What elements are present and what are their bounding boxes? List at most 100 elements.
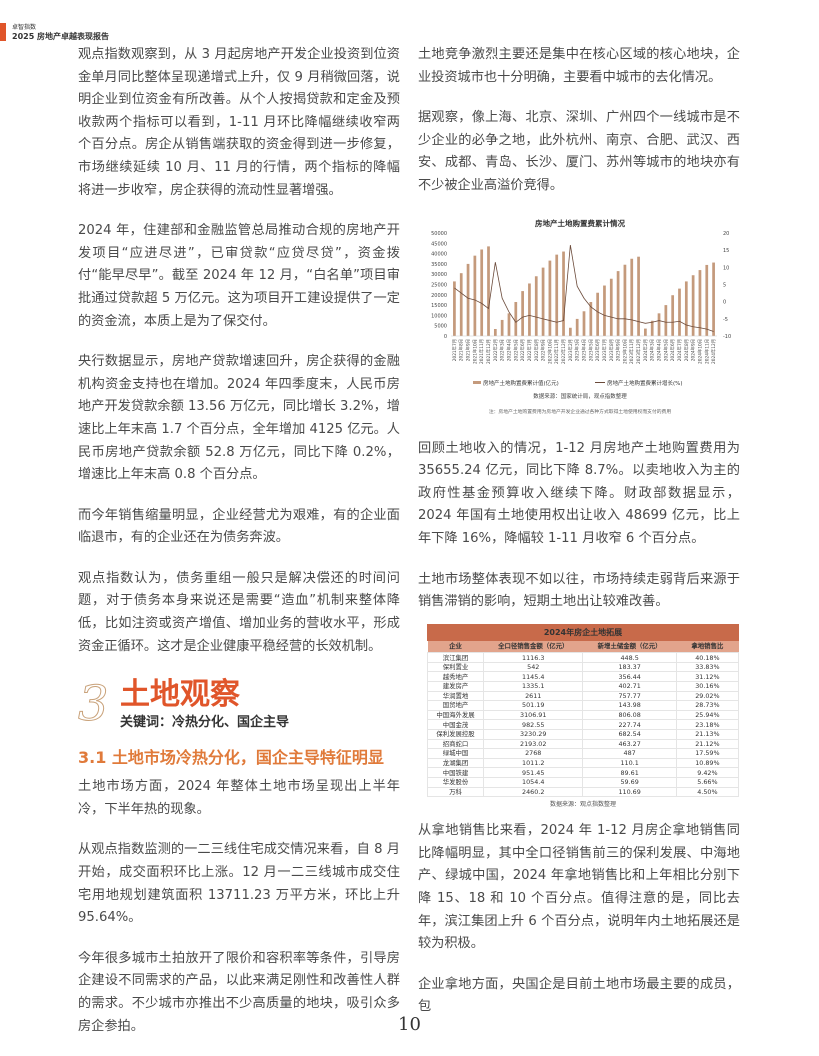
bar [650, 320, 654, 336]
table-cell: 448.5 [582, 652, 677, 663]
table-cell: 31.12% [675, 671, 740, 682]
header-accent-bar [0, 23, 6, 41]
paragraph: 2024 年，住建部和金融监管总局推动合规的房地产开发项目“应进尽进”，已审贷款… [78, 223, 400, 329]
table-cell: 25.94% [675, 709, 740, 721]
table-cell: 2193.02 [482, 738, 584, 750]
y-right-tick-label: 10 [723, 265, 729, 271]
y-right-tick-label: 20 [723, 231, 729, 237]
x-tick-label: 2021年10月 [471, 339, 478, 364]
bar [466, 263, 470, 336]
x-tick-label: 2022年2月 [492, 339, 499, 361]
table-cell: 757.77 [582, 690, 677, 702]
table-row: 越秀地产 1145.4 356.44 31.12% [427, 671, 740, 682]
bar [548, 260, 552, 336]
bar [630, 258, 634, 336]
table-cell: 2611 [482, 690, 584, 702]
table-cell: 1335.1 [482, 681, 584, 692]
x-tick-label: 2023年7月 [601, 339, 608, 361]
table-cell: 23.18% [675, 719, 740, 730]
bar [623, 264, 627, 336]
bar [541, 267, 545, 336]
paragraph: 今年很多城市土拍放开了限价和容积率等条件，引导房企建设不同需求的产品，以此来满足… [78, 950, 400, 1034]
paragraph: 土地市场整体表现不如以往，市场持续走弱背后来源于销售滞销的影响，短期土地出让较难… [418, 571, 740, 610]
table-cell: 9.42% [675, 767, 740, 778]
x-tick-label: 2022年6月 [519, 339, 526, 361]
land-cost-chart: 房地产土地购置费累计情况 0 5000 10000 15000 20000 25000 30… [431, 218, 731, 415]
table-cell: 越秀地产 [427, 671, 484, 682]
bar [582, 310, 586, 336]
x-tick-label: 2021年9月 [465, 339, 472, 361]
table-header: 全口径销售金额（亿元） [483, 640, 583, 653]
y-left-tick-label: 30000 [431, 272, 447, 278]
paragraph: 回顾土地收入的情况，1-12 月房地产土地购置费用为 35655.24 亿元，同… [418, 440, 740, 546]
x-tick-label: 2023年4月 [581, 339, 588, 361]
table-cell: 33.83% [675, 661, 740, 673]
paragraph: 观点指数认为，债务重组一般只是解决偿还的时间问题，对于债务本身来说还是需要“造血… [78, 570, 400, 654]
chart-source: 数据来源：国家统计局，观点指数整理 [533, 392, 627, 400]
table-cell: 绿城中国 [427, 748, 484, 759]
table-cell: 982.55 [482, 719, 584, 730]
paragraph: 观点指数观察到，从 3 月起房地产开发企业投资到位资金单月同比整体呈现递增式上升… [78, 47, 400, 198]
x-tick-label: 2023年6月 [594, 339, 601, 361]
y-right-tick-label: -10 [723, 334, 731, 340]
x-tick-label: 2022年10月 [546, 339, 553, 364]
y-left-tick-label: 10000 [431, 313, 447, 319]
table-row: 龙湖集团 1011.2 110.1 10.89% [427, 757, 740, 769]
table-row: 万科 2460.2 110.69 4.50% [427, 786, 740, 798]
table-row: 中国铁建 951.45 89.61 9.42% [427, 767, 740, 778]
table-cell: 59.69 [582, 776, 677, 788]
table-cell: 中国海外发展 [427, 709, 484, 721]
x-tick-label: 2024年6月 [669, 339, 676, 361]
bar [616, 270, 620, 336]
table-cell: 万科 [427, 786, 484, 798]
x-tick-label: 2024年4月 [656, 339, 663, 361]
bar [698, 269, 702, 336]
table-row: 中国海外发展 3106.91 806.08 25.94% [427, 709, 740, 721]
paragraph: 据观察，像上海、北京、深圳、广州四个一线城市是不少企业的必争之地，此外杭州、南京… [418, 110, 740, 193]
table-cell: 30.16% [675, 681, 740, 692]
bar [657, 312, 661, 336]
table-cell: 招商蛇口 [427, 738, 484, 750]
bar [637, 256, 640, 336]
paragraph: 而今年销售缩量明显，企业经营尤为艰难，有的企业面临退市，有的企业还在为债务奔波。 [78, 507, 400, 546]
table-cell: 682.54 [582, 728, 677, 740]
x-tick-label: 2021年8月 [458, 339, 465, 361]
x-tick-label: 2024年12月 [710, 339, 717, 364]
x-tick-label: 2022年4月 [505, 339, 512, 361]
bar [473, 255, 477, 336]
bar [609, 278, 613, 336]
table-cell: 中国铁建 [427, 767, 484, 778]
bar [534, 275, 538, 336]
table-cell: 356.44 [582, 671, 677, 682]
table-cell: 1145.4 [482, 671, 584, 682]
bar [705, 264, 709, 336]
x-tick-label: 2023年2月 [567, 339, 574, 361]
x-tick-label: 2024年7月 [676, 339, 683, 361]
y-right-tick-label: 0 [723, 299, 726, 305]
y-right-tick-label: 5 [723, 282, 726, 288]
table-cell: 17.59% [675, 748, 740, 759]
table-cell: 1054.4 [482, 776, 584, 788]
table-cell: 227.74 [582, 719, 677, 730]
table-cell: 龙湖集团 [427, 757, 484, 769]
right-column: 土地竞争激烈主要还是集中在核心区域的核心地块，企业投资城市也十分明确，主要看中城… [418, 44, 740, 1037]
header-brand: 卓智指数 [12, 24, 37, 31]
table-cell: 建发房产 [427, 681, 484, 692]
table-title: 2024年房企土地拓展 [427, 623, 739, 641]
bar [507, 312, 511, 336]
y-left-tick-label: 50000 [431, 231, 447, 237]
bar [500, 319, 504, 336]
table-cell: 5.66% [675, 776, 740, 788]
bar [671, 294, 675, 336]
x-tick-label: 2024年11月 [703, 339, 710, 364]
legend-bar-label: 房地产土地购置费累计值(亿元) [483, 379, 559, 387]
paragraph: 企业拿地方面，央国企是目前土地市场最主要的成员，包 [418, 976, 740, 1015]
table-cell: 487 [582, 748, 677, 759]
table-row: 招商蛇口 2193.02 463.27 21.12% [427, 738, 740, 750]
section-title: 土地观察 [120, 677, 240, 713]
x-tick-label: 2023年8月 [608, 339, 615, 361]
table-cell: 国贸地产 [427, 700, 484, 711]
x-tick-label: 2024年10月 [696, 339, 703, 364]
x-tick-label: 2023年3月 [574, 339, 581, 361]
x-tick-label: 2022年8月 [533, 339, 540, 361]
